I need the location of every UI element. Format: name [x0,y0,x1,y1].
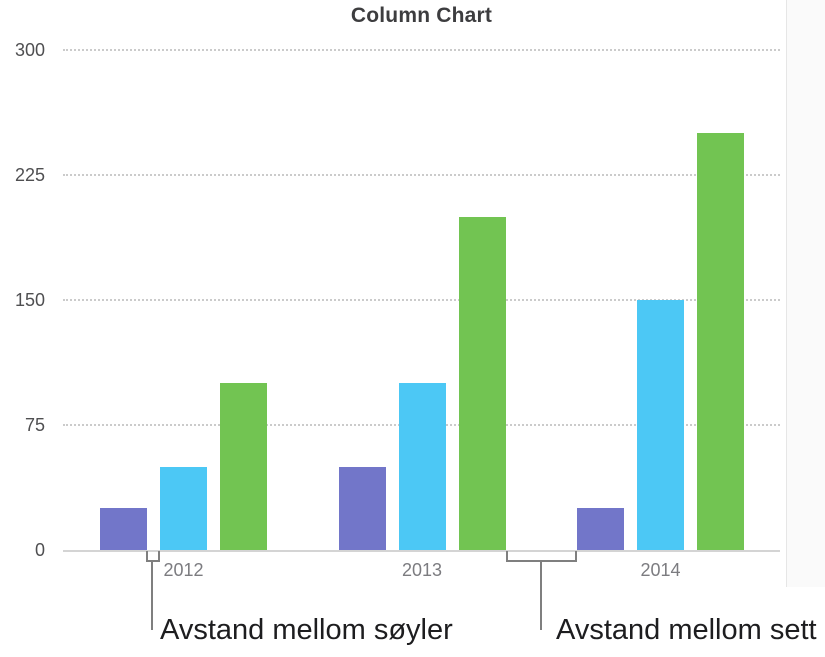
x-category-label: 2012 [163,560,204,580]
bar-series-1-2012 [100,508,147,550]
gridline [63,49,780,51]
plot-right-border [786,0,787,587]
y-tick-label: 150 [14,290,45,310]
gridline [63,174,780,176]
bar-series-1-2013 [338,466,386,550]
bar-gap-annotation: Avstand mellom søyler [160,614,453,646]
x-category-label: 2014 [640,560,681,580]
set-gap-annotation: Avstand mellom sett [556,614,817,646]
set-gap-stem [540,561,542,630]
gridline [63,299,780,301]
bar-series-2-2012 [160,466,207,550]
right-background-region [787,0,825,587]
bar-series-2-2013 [398,383,446,550]
y-tick-label: 225 [14,165,45,185]
y-tick-label: 0 [34,540,45,560]
chart-title: Column Chart [350,4,493,27]
bar-gap-bracket [146,551,160,562]
y-tick-label: 75 [24,415,45,435]
x-category-label: 2013 [401,560,443,580]
bar-gap-stem [151,561,153,630]
bar-series-3-2014 [697,133,744,550]
bar-series-3-2012 [220,383,267,550]
bar-series-1-2014 [577,508,624,550]
bar-series-3-2013 [458,216,506,550]
bar-series-2-2014 [637,300,684,550]
y-tick-label: 300 [14,40,45,60]
x-axis-line [63,550,780,552]
